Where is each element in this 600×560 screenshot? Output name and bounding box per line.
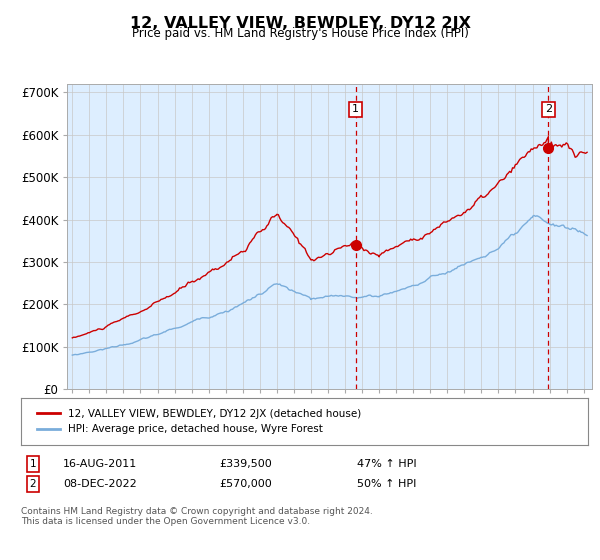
Text: 2: 2 [545,104,552,114]
Text: Price paid vs. HM Land Registry's House Price Index (HPI): Price paid vs. HM Land Registry's House … [131,27,469,40]
Text: 47% ↑ HPI: 47% ↑ HPI [357,459,416,469]
Text: 50% ↑ HPI: 50% ↑ HPI [357,479,416,489]
Text: £339,500: £339,500 [219,459,272,469]
Legend: 12, VALLEY VIEW, BEWDLEY, DY12 2JX (detached house), HPI: Average price, detache: 12, VALLEY VIEW, BEWDLEY, DY12 2JX (deta… [32,403,367,440]
Text: Contains HM Land Registry data © Crown copyright and database right 2024.
This d: Contains HM Land Registry data © Crown c… [21,507,373,526]
Text: 12, VALLEY VIEW, BEWDLEY, DY12 2JX: 12, VALLEY VIEW, BEWDLEY, DY12 2JX [130,16,470,31]
Text: 08-DEC-2022: 08-DEC-2022 [63,479,137,489]
Text: 1: 1 [352,104,359,114]
Text: 1: 1 [29,459,37,469]
Text: 16-AUG-2011: 16-AUG-2011 [63,459,137,469]
Text: 2: 2 [29,479,37,489]
Text: £570,000: £570,000 [219,479,272,489]
